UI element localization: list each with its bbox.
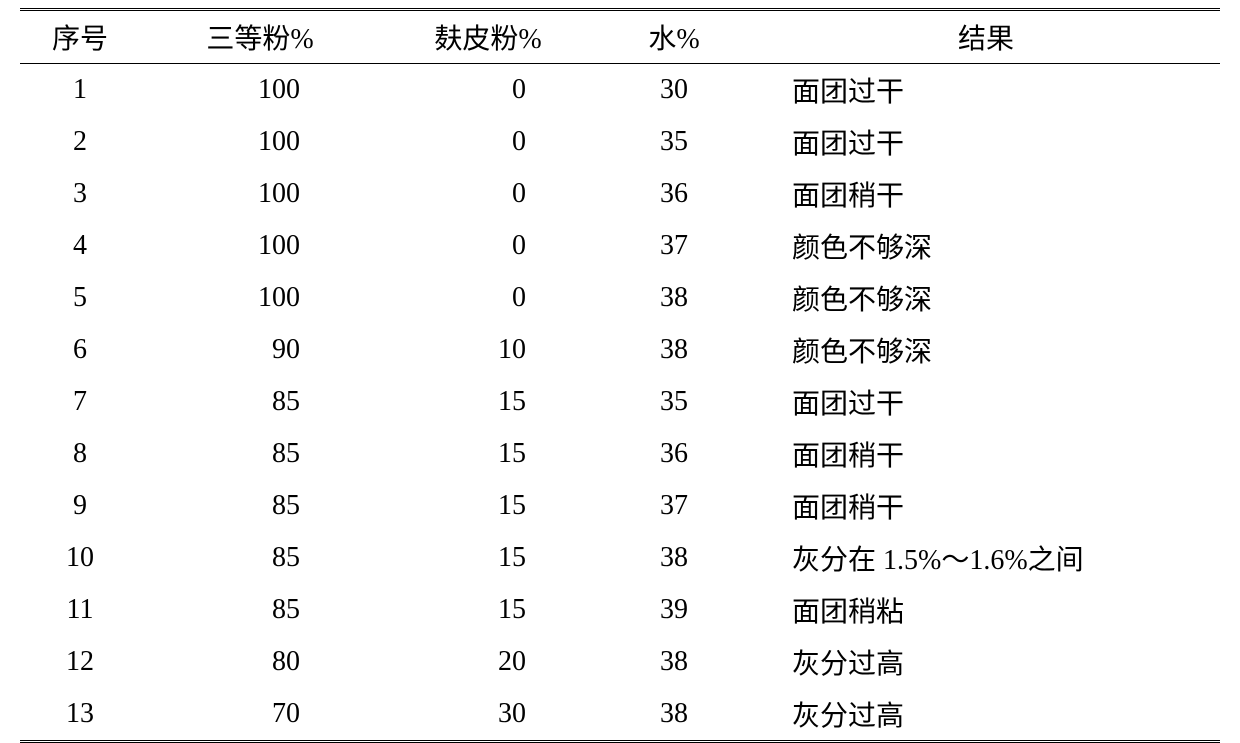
cell-flour: 100 — [140, 64, 380, 117]
cell-water: 30 — [596, 64, 752, 117]
cell-seq: 4 — [20, 220, 140, 272]
cell-result: 灰分在 1.5%～1.6%之间 — [752, 532, 1220, 584]
cell-bran: 0 — [380, 272, 596, 324]
cell-bran: 0 — [380, 116, 596, 168]
table-row: 7 85 15 35 面团过干 — [20, 376, 1220, 428]
cell-bran: 15 — [380, 428, 596, 480]
table-row: 9 85 15 37 面团稍干 — [20, 480, 1220, 532]
cell-result: 灰分过高 — [752, 688, 1220, 742]
cell-flour: 80 — [140, 636, 380, 688]
cell-seq: 3 — [20, 168, 140, 220]
table-row: 13 70 30 38 灰分过高 — [20, 688, 1220, 742]
cell-result: 颜色不够深 — [752, 272, 1220, 324]
cell-result: 面团稍粘 — [752, 584, 1220, 636]
cell-seq: 10 — [20, 532, 140, 584]
cell-water: 39 — [596, 584, 752, 636]
cell-water: 38 — [596, 688, 752, 742]
cell-bran: 15 — [380, 532, 596, 584]
header-flour: 三等粉% — [140, 10, 380, 64]
cell-bran: 20 — [380, 636, 596, 688]
cell-seq: 2 — [20, 116, 140, 168]
cell-flour: 85 — [140, 480, 380, 532]
cell-result: 面团稍干 — [752, 168, 1220, 220]
cell-water: 38 — [596, 636, 752, 688]
cell-result: 面团过干 — [752, 376, 1220, 428]
cell-seq: 7 — [20, 376, 140, 428]
header-result: 结果 — [752, 10, 1220, 64]
cell-seq: 8 — [20, 428, 140, 480]
table-row: 11 85 15 39 面团稍粘 — [20, 584, 1220, 636]
cell-bran: 0 — [380, 220, 596, 272]
cell-result: 面团稍干 — [752, 428, 1220, 480]
cell-bran: 15 — [380, 584, 596, 636]
cell-seq: 12 — [20, 636, 140, 688]
cell-water: 38 — [596, 532, 752, 584]
cell-seq: 1 — [20, 64, 140, 117]
table-row: 8 85 15 36 面团稍干 — [20, 428, 1220, 480]
cell-seq: 6 — [20, 324, 140, 376]
cell-flour: 70 — [140, 688, 380, 742]
table-header-row: 序号 三等粉% 麸皮粉% 水% 结果 — [20, 10, 1220, 64]
cell-water: 38 — [596, 324, 752, 376]
cell-water: 37 — [596, 220, 752, 272]
cell-bran: 15 — [380, 480, 596, 532]
cell-seq: 5 — [20, 272, 140, 324]
cell-seq: 9 — [20, 480, 140, 532]
cell-flour: 85 — [140, 584, 380, 636]
cell-result: 颜色不够深 — [752, 220, 1220, 272]
cell-seq: 11 — [20, 584, 140, 636]
cell-water: 38 — [596, 272, 752, 324]
cell-bran: 10 — [380, 324, 596, 376]
cell-flour: 85 — [140, 376, 380, 428]
cell-bran: 0 — [380, 64, 596, 117]
cell-result: 灰分过高 — [752, 636, 1220, 688]
table-row: 1 100 0 30 面团过干 — [20, 64, 1220, 117]
cell-result: 面团过干 — [752, 116, 1220, 168]
cell-seq: 13 — [20, 688, 140, 742]
table-body: 1 100 0 30 面团过干 2 100 0 35 面团过干 3 100 0 … — [20, 64, 1220, 742]
cell-flour: 100 — [140, 168, 380, 220]
table-row: 10 85 15 38 灰分在 1.5%～1.6%之间 — [20, 532, 1220, 584]
cell-bran: 30 — [380, 688, 596, 742]
cell-water: 35 — [596, 116, 752, 168]
cell-flour: 100 — [140, 116, 380, 168]
table-row: 12 80 20 38 灰分过高 — [20, 636, 1220, 688]
cell-bran: 15 — [380, 376, 596, 428]
cell-result: 面团过干 — [752, 64, 1220, 117]
cell-water: 35 — [596, 376, 752, 428]
table-row: 5 100 0 38 颜色不够深 — [20, 272, 1220, 324]
cell-result: 面团稍干 — [752, 480, 1220, 532]
cell-bran: 0 — [380, 168, 596, 220]
cell-flour: 90 — [140, 324, 380, 376]
table-row: 4 100 0 37 颜色不够深 — [20, 220, 1220, 272]
cell-water: 36 — [596, 168, 752, 220]
header-bran: 麸皮粉% — [380, 10, 596, 64]
header-seq: 序号 — [20, 10, 140, 64]
cell-flour: 100 — [140, 272, 380, 324]
cell-flour: 85 — [140, 428, 380, 480]
cell-flour: 85 — [140, 532, 380, 584]
cell-flour: 100 — [140, 220, 380, 272]
header-water: 水% — [596, 10, 752, 64]
experiment-data-table: 序号 三等粉% 麸皮粉% 水% 结果 1 100 0 30 面团过干 2 100… — [20, 8, 1220, 743]
cell-result: 颜色不够深 — [752, 324, 1220, 376]
table-row: 3 100 0 36 面团稍干 — [20, 168, 1220, 220]
table-row: 6 90 10 38 颜色不够深 — [20, 324, 1220, 376]
cell-water: 37 — [596, 480, 752, 532]
cell-water: 36 — [596, 428, 752, 480]
table-row: 2 100 0 35 面团过干 — [20, 116, 1220, 168]
